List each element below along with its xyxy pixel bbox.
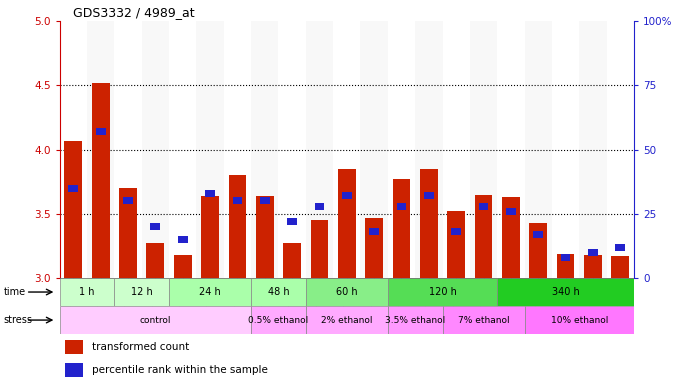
Bar (612, 256, 629, 278)
Bar (306, 21, 333, 278)
Bar (420, 169, 438, 278)
Text: transformed count: transformed count (92, 342, 189, 352)
Text: 48 h: 48 h (268, 287, 290, 297)
Bar (65, 340, 83, 354)
Bar (60, 278, 115, 306)
Text: control: control (140, 316, 171, 324)
Text: 24 h: 24 h (199, 287, 221, 297)
Bar (260, 197, 270, 204)
Bar (338, 169, 356, 278)
Bar (251, 278, 306, 306)
Bar (251, 306, 306, 334)
Bar (616, 244, 625, 251)
Bar (579, 21, 607, 278)
Bar (534, 231, 543, 238)
Bar (60, 306, 251, 334)
Bar (306, 306, 388, 334)
Bar (151, 223, 160, 230)
Bar (119, 188, 137, 278)
Bar (228, 175, 246, 278)
Text: GDS3332 / 4989_at: GDS3332 / 4989_at (73, 6, 195, 19)
Bar (475, 195, 492, 278)
Bar (233, 197, 242, 204)
Text: 0.5% ethanol: 0.5% ethanol (248, 316, 308, 324)
Bar (361, 21, 388, 278)
Bar (169, 278, 251, 306)
Bar (415, 21, 443, 278)
Bar (142, 21, 169, 278)
Text: percentile rank within the sample: percentile rank within the sample (92, 364, 267, 374)
Bar (388, 306, 443, 334)
Bar (443, 306, 525, 334)
Bar (365, 218, 383, 278)
Bar (311, 220, 328, 278)
Bar (497, 278, 634, 306)
Bar (525, 306, 634, 334)
Bar (452, 228, 461, 235)
Bar (557, 253, 574, 278)
Text: time: time (3, 287, 26, 297)
Bar (315, 202, 324, 210)
Bar (306, 278, 388, 306)
Bar (256, 196, 274, 278)
Bar (525, 21, 552, 278)
Bar (205, 190, 215, 197)
Bar (201, 196, 219, 278)
Bar (92, 83, 110, 278)
Text: 1 h: 1 h (79, 287, 95, 297)
Text: stress: stress (3, 315, 33, 325)
Text: 10% ethanol: 10% ethanol (551, 316, 608, 324)
Text: 12 h: 12 h (131, 287, 153, 297)
Bar (424, 192, 434, 199)
Text: 340 h: 340 h (552, 287, 580, 297)
Bar (251, 21, 279, 278)
Bar (197, 21, 224, 278)
Text: 60 h: 60 h (336, 287, 357, 297)
Bar (588, 249, 598, 256)
Bar (393, 179, 410, 278)
Bar (123, 197, 133, 204)
Bar (470, 21, 497, 278)
Bar (283, 243, 301, 278)
Text: 7% ethanol: 7% ethanol (458, 316, 509, 324)
Bar (146, 243, 164, 278)
Bar (584, 255, 602, 278)
Bar (64, 141, 82, 278)
Bar (287, 218, 297, 225)
Bar (561, 254, 570, 261)
Bar (65, 362, 83, 376)
Text: 2% ethanol: 2% ethanol (321, 316, 372, 324)
Bar (388, 278, 497, 306)
Bar (174, 255, 192, 278)
Bar (479, 202, 488, 210)
Bar (68, 185, 78, 192)
Bar (502, 197, 520, 278)
Bar (447, 211, 465, 278)
Bar (397, 202, 406, 210)
Bar (530, 223, 547, 278)
Bar (87, 21, 115, 278)
Bar (506, 208, 516, 215)
Text: 120 h: 120 h (428, 287, 456, 297)
Bar (370, 228, 379, 235)
Text: 3.5% ethanol: 3.5% ethanol (385, 316, 445, 324)
Bar (115, 278, 169, 306)
Bar (342, 192, 352, 199)
Bar (96, 128, 106, 135)
Bar (178, 236, 188, 243)
